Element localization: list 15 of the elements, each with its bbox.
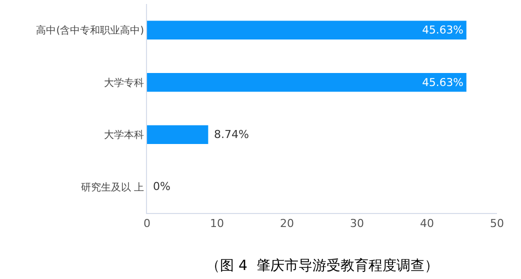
x-tick-label: 10	[210, 217, 224, 230]
y-tick-label: 大学本科	[104, 129, 144, 142]
text: （图 4 肇庆市导游受教育程度调查）	[206, 257, 438, 274]
x-tick-label: 20	[280, 217, 294, 230]
data-label: 0%	[153, 180, 170, 193]
y-tick-label: 高中(含中专和职业高中)	[36, 24, 144, 37]
x-tick-label: 0	[144, 217, 150, 230]
data-label: 45.63%	[422, 76, 464, 89]
x-tick-label: 50	[490, 217, 504, 230]
x-tick-label: 30	[350, 217, 364, 230]
data-label: 45.63%	[422, 24, 464, 37]
x-tick-label: 40	[420, 217, 434, 230]
data-label: 8.74%	[214, 128, 249, 141]
y-tick-label: 研究生及以 上	[80, 181, 144, 194]
y-tick-label: 大学专科	[104, 76, 144, 89]
